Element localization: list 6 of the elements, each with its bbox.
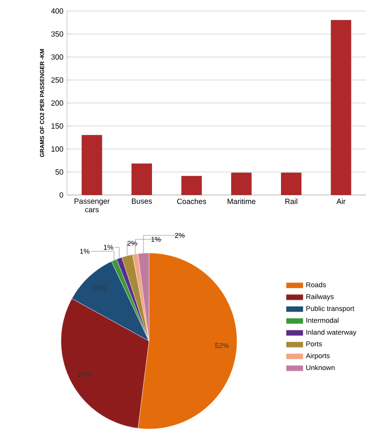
bar (281, 172, 302, 195)
bar (132, 164, 152, 195)
bar (231, 172, 252, 195)
bar (181, 176, 202, 195)
bar (82, 135, 102, 195)
bar (330, 20, 352, 195)
